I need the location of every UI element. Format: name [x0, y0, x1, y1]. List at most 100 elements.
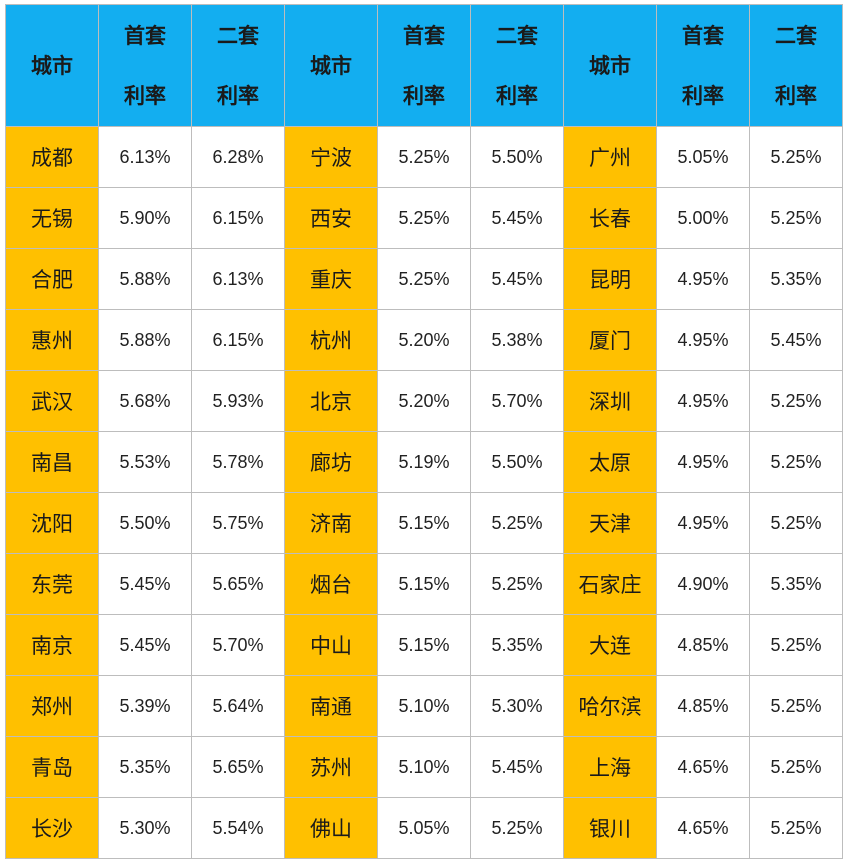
table-row: 合肥 5.88% 6.13% 重庆 5.25% 5.45% 昆明 4.95% 5.35% [5, 248, 843, 310]
city-cell: 西安 [284, 187, 378, 249]
first-rate-cell: 5.45% [98, 553, 192, 615]
city-cell: 青岛 [5, 736, 99, 798]
second-rate-cell: 5.50% [470, 431, 564, 493]
second-rate-cell: 6.15% [191, 187, 285, 249]
city-cell: 重庆 [284, 248, 378, 310]
city-cell: 惠州 [5, 309, 99, 371]
city-cell: 烟台 [284, 553, 378, 615]
first-rate-cell: 5.25% [377, 248, 471, 310]
second-rate-cell: 5.93% [191, 370, 285, 432]
first-rate-cell: 5.00% [656, 187, 750, 249]
city-cell: 长春 [563, 187, 657, 249]
second-rate-cell: 5.30% [470, 675, 564, 737]
header-first-rate: 首套 利率 [377, 4, 471, 127]
first-rate-cell: 5.30% [98, 797, 192, 859]
first-rate-cell: 4.95% [656, 309, 750, 371]
first-rate-cell: 5.88% [98, 248, 192, 310]
second-rate-cell: 5.25% [749, 370, 843, 432]
second-rate-cell: 5.45% [470, 187, 564, 249]
city-cell: 武汉 [5, 370, 99, 432]
table-row: 武汉 5.68% 5.93% 北京 5.20% 5.70% 深圳 4.95% 5.25% [5, 370, 843, 432]
first-rate-cell: 4.95% [656, 492, 750, 554]
city-cell: 深圳 [563, 370, 657, 432]
second-rate-cell: 5.35% [749, 553, 843, 615]
city-cell: 天津 [563, 492, 657, 554]
first-rate-cell: 4.85% [656, 675, 750, 737]
first-rate-cell: 5.19% [377, 431, 471, 493]
second-rate-cell: 5.45% [749, 309, 843, 371]
second-rate-cell: 5.25% [749, 614, 843, 676]
city-cell: 郑州 [5, 675, 99, 737]
first-rate-cell: 5.88% [98, 309, 192, 371]
city-cell: 东莞 [5, 553, 99, 615]
table-row: 南昌 5.53% 5.78% 廊坊 5.19% 5.50% 太原 4.95% 5.25% [5, 431, 843, 493]
header-first-rate: 首套 利率 [656, 4, 750, 127]
city-cell: 石家庄 [563, 553, 657, 615]
second-rate-cell: 5.45% [470, 248, 564, 310]
first-rate-cell: 5.25% [377, 187, 471, 249]
second-rate-cell: 6.28% [191, 126, 285, 188]
first-rate-cell: 5.25% [377, 126, 471, 188]
second-rate-cell: 6.13% [191, 248, 285, 310]
city-cell: 银川 [563, 797, 657, 859]
city-cell: 大连 [563, 614, 657, 676]
first-rate-cell: 5.45% [98, 614, 192, 676]
header-second-rate: 二套 利率 [749, 4, 843, 127]
city-cell: 南昌 [5, 431, 99, 493]
city-cell: 昆明 [563, 248, 657, 310]
mortgage-rate-table: 城市 首套 利率 二套 利率 城市 首套 利率 二套 利率 城市 首套 利率 二套 利率 成… [5, 4, 843, 859]
second-rate-cell: 5.25% [749, 675, 843, 737]
city-cell: 北京 [284, 370, 378, 432]
header-city: 城市 [284, 4, 378, 127]
second-rate-cell: 5.35% [470, 614, 564, 676]
second-rate-cell: 5.64% [191, 675, 285, 737]
table-row: 沈阳 5.50% 5.75% 济南 5.15% 5.25% 天津 4.95% 5.25% [5, 492, 843, 554]
second-rate-cell: 5.50% [470, 126, 564, 188]
table-row: 郑州 5.39% 5.64% 南通 5.10% 5.30% 哈尔滨 4.85% 5.25% [5, 675, 843, 737]
city-cell: 广州 [563, 126, 657, 188]
second-rate-cell: 5.25% [749, 797, 843, 859]
first-rate-cell: 4.95% [656, 370, 750, 432]
table-row: 成都 6.13% 6.28% 宁波 5.25% 5.50% 广州 5.05% 5.25% [5, 126, 843, 188]
first-rate-cell: 5.50% [98, 492, 192, 554]
second-rate-cell: 5.70% [470, 370, 564, 432]
table-body: 成都 6.13% 6.28% 宁波 5.25% 5.50% 广州 5.05% 5.25% 无锡 5.… [5, 126, 843, 859]
city-cell: 长沙 [5, 797, 99, 859]
second-rate-cell: 5.54% [191, 797, 285, 859]
first-rate-cell: 5.20% [377, 370, 471, 432]
first-rate-cell: 5.05% [656, 126, 750, 188]
city-cell: 上海 [563, 736, 657, 798]
second-rate-cell: 5.25% [749, 492, 843, 554]
city-cell: 宁波 [284, 126, 378, 188]
first-rate-cell: 5.15% [377, 492, 471, 554]
city-cell: 廊坊 [284, 431, 378, 493]
second-rate-cell: 5.65% [191, 736, 285, 798]
second-rate-cell: 5.25% [749, 187, 843, 249]
city-cell: 成都 [5, 126, 99, 188]
header-city: 城市 [563, 4, 657, 127]
city-cell: 济南 [284, 492, 378, 554]
table-row: 惠州 5.88% 6.15% 杭州 5.20% 5.38% 厦门 4.95% 5.45% [5, 309, 843, 371]
second-rate-cell: 5.25% [749, 736, 843, 798]
second-rate-cell: 5.25% [470, 553, 564, 615]
first-rate-cell: 5.90% [98, 187, 192, 249]
second-rate-cell: 5.25% [749, 126, 843, 188]
table-row: 南京 5.45% 5.70% 中山 5.15% 5.35% 大连 4.85% 5.25% [5, 614, 843, 676]
second-rate-cell: 5.75% [191, 492, 285, 554]
first-rate-cell: 4.65% [656, 736, 750, 798]
second-rate-cell: 5.65% [191, 553, 285, 615]
first-rate-cell: 5.35% [98, 736, 192, 798]
city-cell: 哈尔滨 [563, 675, 657, 737]
table-row: 青岛 5.35% 5.65% 苏州 5.10% 5.45% 上海 4.65% 5.25% [5, 736, 843, 798]
second-rate-cell: 5.35% [749, 248, 843, 310]
header-second-rate: 二套 利率 [470, 4, 564, 127]
rate-table-container: 城市 首套 利率 二套 利率 城市 首套 利率 二套 利率 城市 首套 利率 二套 利率 成… [5, 4, 843, 859]
city-cell: 中山 [284, 614, 378, 676]
second-rate-cell: 5.70% [191, 614, 285, 676]
first-rate-cell: 5.53% [98, 431, 192, 493]
header-city: 城市 [5, 4, 99, 127]
city-cell: 太原 [563, 431, 657, 493]
first-rate-cell: 5.15% [377, 614, 471, 676]
city-cell: 南京 [5, 614, 99, 676]
table-row: 无锡 5.90% 6.15% 西安 5.25% 5.45% 长春 5.00% 5.25% [5, 187, 843, 249]
